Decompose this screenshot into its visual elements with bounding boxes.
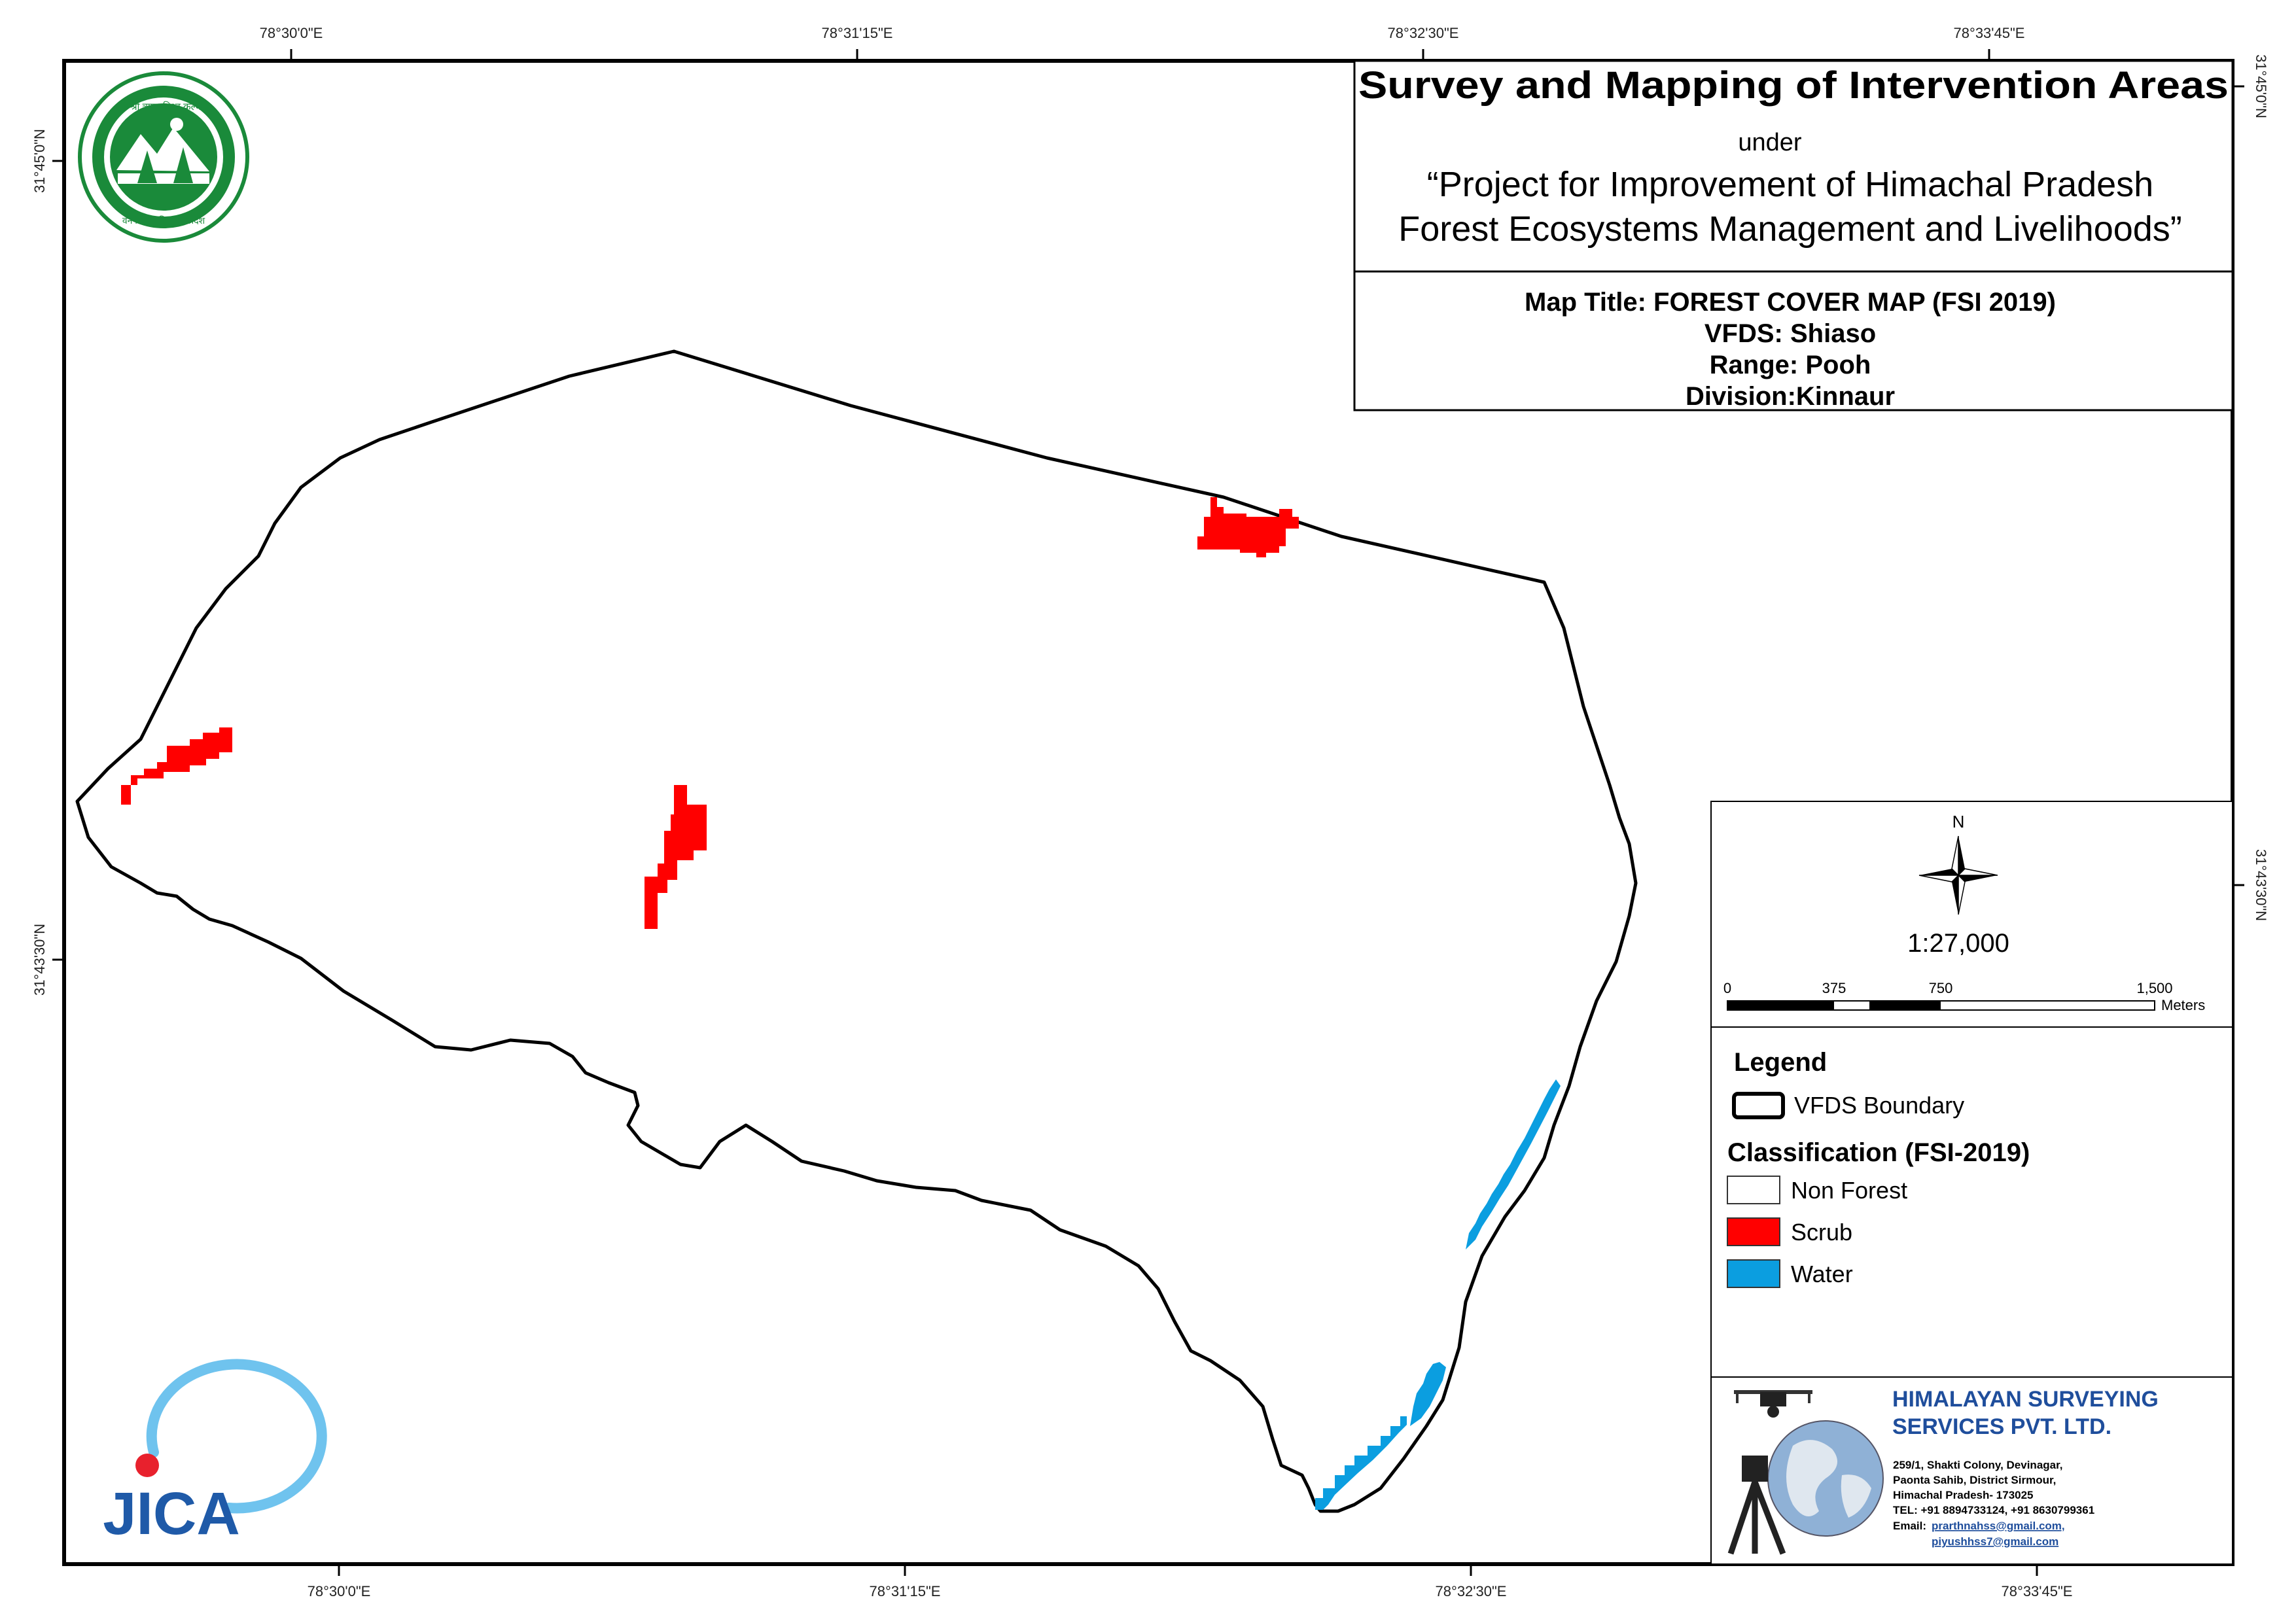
- legend-scrub-label: Scrub: [1791, 1219, 1852, 1246]
- company-address-line3: Himachal Pradesh- 173025: [1893, 1489, 2034, 1501]
- company-name-line1: HIMALAYAN SURVEYING: [1892, 1387, 2159, 1412]
- north-label: N: [1952, 812, 1965, 831]
- company-email-2[interactable]: piyushhss7@gmail.com: [1932, 1535, 2058, 1548]
- map-division: Division:Kinnaur: [1686, 382, 1895, 411]
- legend-swatch-water: [1727, 1259, 1780, 1288]
- scale-tick-0: 0: [1723, 980, 1731, 996]
- scale-tick-750: 750: [1929, 980, 1953, 996]
- jica-wordmark: JICA: [103, 1480, 240, 1547]
- lat-label-right: 31°43'30"N: [2253, 849, 2269, 921]
- lon-label-bottom: 78°30'0"E: [308, 1583, 371, 1599]
- company-email-1[interactable]: prarthnahss@gmail.com,: [1932, 1520, 2065, 1532]
- graticule-ticks: [52, 49, 2244, 1576]
- legend-water-label: Water: [1791, 1261, 1853, 1287]
- company-address-line2: Paonta Sahib, District Sirmour,: [1893, 1474, 2056, 1486]
- lon-label-top: 78°31'15"E: [822, 25, 893, 41]
- header-box: [1353, 60, 2234, 273]
- company-name-line2: SERVICES PVT. LTD.: [1892, 1414, 2111, 1439]
- map-info-box: [1353, 270, 2234, 411]
- legend-box: [1710, 1026, 2233, 1378]
- legend-heading: Legend: [1734, 1048, 1827, 1077]
- header-under: under: [1738, 129, 1802, 156]
- water-patches: [1315, 1079, 1561, 1510]
- vfds-boundary: [75, 349, 1638, 1513]
- legend-swatch-boundary: [1732, 1092, 1785, 1119]
- lat-label-right: 31°45'0"N: [2253, 54, 2269, 118]
- lat-label-left: 31°43'30"N: [31, 924, 48, 996]
- jica-logo: JICA: [103, 1359, 327, 1547]
- lon-label-top: 78°33'45"E: [1954, 25, 2025, 41]
- lon-label-top: 78°32'30"E: [1388, 25, 1459, 41]
- scale-tick-1500: 1,500: [2136, 980, 2172, 996]
- scale-ratio: 1:27,000: [1907, 929, 2009, 958]
- scale-bar: [1727, 1000, 2155, 1011]
- forest-logo-text-top: वन श्री त्राण, विश्व कल्याण: [116, 101, 211, 113]
- scale-tick-375: 375: [1822, 980, 1846, 996]
- lon-label-bottom: 78°32'30"E: [1436, 1583, 1507, 1599]
- scrub-patch-west: [121, 727, 232, 805]
- forest-dept-logo: वन श्री त्राण, विश्व कल्याण वन विभाग हिम…: [78, 71, 249, 243]
- company-tel: TEL: +91 8894733124, +91 8630799361: [1893, 1504, 2094, 1516]
- header-project-line1: “Project for Improvement of Himachal Pra…: [1427, 165, 2153, 204]
- lat-label-left: 31°45'0"N: [31, 129, 48, 193]
- compass-rose-icon: [1918, 835, 1998, 915]
- tree-icon: [137, 150, 157, 183]
- lon-label-bottom: 78°31'15"E: [870, 1583, 941, 1599]
- legend-boundary-label: VFDS Boundary: [1794, 1092, 1964, 1119]
- scale-box: [1710, 801, 2233, 1028]
- legend-swatch-non-forest: [1727, 1176, 1780, 1204]
- legend-classification-heading: Classification (FSI-2019): [1727, 1138, 2030, 1167]
- survey-equipment-icon: [1727, 1390, 1884, 1555]
- map-vfds: VFDS: Shiaso: [1704, 319, 1876, 348]
- legend-non-forest-label: Non Forest: [1791, 1177, 1907, 1204]
- lon-label-bottom: 78°33'45"E: [2002, 1583, 2073, 1599]
- company-email-label: Email:: [1893, 1520, 1926, 1532]
- scale-unit: Meters: [2161, 997, 2205, 1013]
- header-title: Survey and Mapping of Intervention Areas: [1358, 64, 2229, 107]
- forest-logo-text-bottom: वन विभाग हिमाचल प्रदेश: [122, 215, 205, 226]
- bird-icon: [170, 118, 183, 131]
- legend-swatch-scrub: [1727, 1217, 1780, 1246]
- company-address-line1: 259/1, Shakti Colony, Devinagar,: [1893, 1459, 2063, 1471]
- tree-icon: [173, 147, 193, 183]
- map-range: Range: Pooh: [1710, 351, 1871, 379]
- lon-label-top: 78°30'0"E: [260, 25, 323, 41]
- scrub-patch-north: [1197, 497, 1299, 557]
- map-title: Map Title: FOREST COVER MAP (FSI 2019): [1525, 288, 2056, 317]
- scrub-patch-central: [645, 785, 707, 929]
- header-project-line2: Forest Ecosystems Management and Livelih…: [1398, 209, 2182, 249]
